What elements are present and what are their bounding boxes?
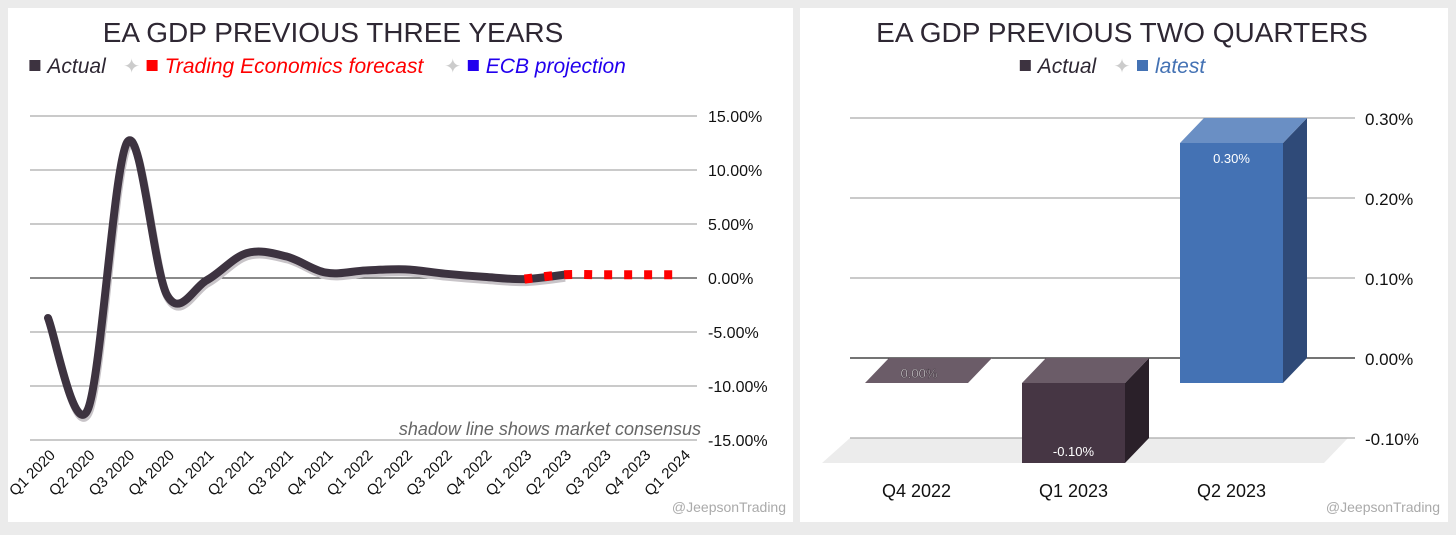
bar-chart-panel: EA GDP PREVIOUS TWO QUARTERS Actual ✦ late… bbox=[800, 8, 1448, 522]
chart-title: EA GDP PREVIOUS TWO QUARTERS bbox=[876, 17, 1368, 48]
legend-label: ECB projection bbox=[486, 55, 626, 78]
data-label: 0.00% bbox=[901, 366, 938, 381]
line-chart: EA GDP PREVIOUS THREE YEARS Actual ✦ Tradi… bbox=[8, 17, 786, 515]
watermark: @JeepsonTrading bbox=[1326, 499, 1440, 515]
y-tick-label: -0.10% bbox=[1365, 430, 1419, 449]
y-tick-label: 0.20% bbox=[1365, 190, 1413, 209]
x-tick-label: Q2 2023 bbox=[1197, 481, 1266, 501]
y-tick-label: -10.00% bbox=[708, 379, 768, 396]
actual-line bbox=[44, 136, 569, 419]
legend: Actual ✦ latest bbox=[1019, 55, 1206, 78]
y-tick-label: 0.00% bbox=[1365, 350, 1413, 369]
bar-chart: EA GDP PREVIOUS TWO QUARTERS Actual ✦ late… bbox=[822, 17, 1440, 515]
legend-swatch bbox=[467, 60, 479, 71]
y-tick-label: 5.00% bbox=[708, 217, 753, 234]
line-chart-panel: EA GDP PREVIOUS THREE YEARS Actual ✦ Tradi… bbox=[8, 8, 793, 522]
legend-swatch bbox=[146, 60, 158, 71]
legend-swatch bbox=[29, 60, 41, 71]
y-tick-label: 15.00% bbox=[708, 109, 762, 126]
x-tick-label: Q4 2022 bbox=[882, 481, 951, 501]
legend: Actual ✦ Trading Economics forecast ✦ ECB pr… bbox=[29, 55, 626, 78]
legend-label: Trading Economics forecast bbox=[165, 55, 425, 78]
data-label: -0.10% bbox=[1053, 444, 1095, 459]
legend-separator-icon: ✦ bbox=[123, 56, 140, 78]
legend-label: Actual bbox=[1036, 55, 1098, 78]
watermark: @JeepsonTrading bbox=[672, 499, 786, 515]
forecast-line bbox=[523, 269, 684, 284]
y-tick-label: 10.00% bbox=[708, 163, 762, 180]
legend-label: Actual bbox=[45, 55, 107, 78]
y-tick-label: -5.00% bbox=[708, 325, 759, 342]
x-tick-label: Q1 2023 bbox=[1039, 481, 1108, 501]
y-tick-label: 0.00% bbox=[708, 271, 753, 288]
y-tick-label: -15.00% bbox=[708, 433, 768, 450]
data-label: 0.30% bbox=[1213, 151, 1250, 166]
legend-swatch bbox=[1137, 60, 1148, 71]
legend-separator-icon: ✦ bbox=[444, 56, 461, 78]
y-tick-label: 0.10% bbox=[1365, 270, 1413, 289]
bar: 0.30% bbox=[1180, 118, 1307, 383]
annotation: shadow line shows market consensus bbox=[399, 419, 701, 439]
y-tick-label: 0.30% bbox=[1365, 110, 1413, 129]
chart-title: EA GDP PREVIOUS THREE YEARS bbox=[103, 17, 564, 48]
bar: 0.00% bbox=[865, 358, 992, 383]
legend-separator-icon: ✦ bbox=[1114, 56, 1131, 78]
bar: -0.10% bbox=[1022, 358, 1149, 463]
legend-label: latest bbox=[1155, 55, 1206, 78]
legend-swatch bbox=[1019, 60, 1031, 71]
